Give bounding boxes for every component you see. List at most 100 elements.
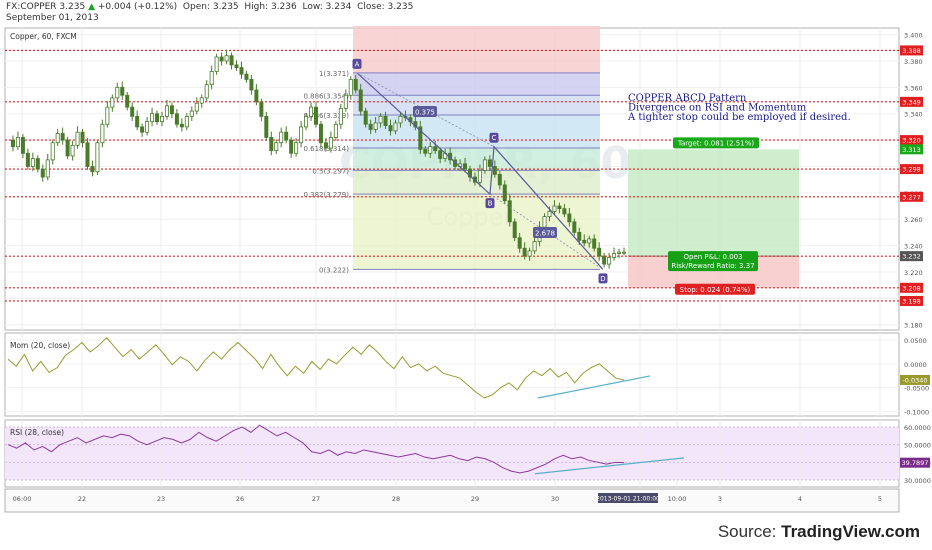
momentum-line [7,337,625,399]
candle-body [125,94,130,108]
candle-body [497,173,502,186]
candle-body [264,115,269,138]
fib-level-label: 0.886(3.354) [303,92,349,100]
candle-body [502,184,507,202]
price-badge [900,45,923,56]
candle-body [85,142,90,167]
stop-label: Stop: 0.024 (0.74%) [680,286,751,294]
candle-body [363,110,368,125]
candle-body [294,142,299,154]
candle-body [274,142,279,152]
candle-body [189,110,194,117]
price-badge-label: 3.208 [902,284,921,292]
candle-body [477,170,482,183]
candle-body [482,159,487,171]
candle-body [592,238,597,249]
candle-body [582,239,587,244]
up-arrow-icon: ▲ [88,2,95,12]
abcd-ratio-line [489,193,604,270]
candle-body [100,123,105,144]
candle-body [150,113,155,123]
candle-body [105,106,110,125]
rsi-y-tick-label: 50.0000 [904,442,931,450]
risk-reward-label: Risk/Reward Ratio: 3.37 [671,262,754,270]
candle-body [368,123,373,130]
x-tick-label: 28 [392,495,400,503]
time-axis [4,488,900,513]
candle-body [487,159,492,167]
price-badge [900,295,923,306]
main-panel-title: Copper, 60, FXCM [10,32,77,41]
candle-body [373,122,378,130]
x-tick-label: 06:00 [13,495,32,503]
candle-body [517,237,522,249]
pnl-badge [668,251,758,272]
rsi-line [7,424,625,474]
fib-band [353,194,600,270]
source-credit[interactable]: Source: TradingView.com [718,522,920,542]
x-tick-label: 23 [157,495,165,503]
candle-body [25,152,30,167]
candle-body [393,122,398,132]
candle-body [169,105,174,115]
rsi-panel-title: RSI (28, close) [10,428,64,437]
candle-body [199,97,204,104]
candle-body [388,125,393,132]
candle-body [383,115,388,126]
candle-body [80,131,85,144]
candle-body [353,79,358,91]
candle-body [602,255,607,265]
candle-body [289,139,294,154]
candle-body [328,137,333,149]
candle-body [110,97,115,108]
candle-body [438,150,443,159]
source-prefix: Source: [717,522,782,541]
abcd-ratio-label: 0.375 [415,109,435,117]
price-badge-label: 3.232 [902,253,921,261]
candle-body [512,221,517,239]
x-tick-label: 10:00 [668,495,687,503]
panel-frame-1 [4,332,900,417]
candle-body [259,101,264,117]
candle-body [279,131,284,144]
y-tick-label: 3.400 [904,32,923,40]
candle-body [527,250,532,257]
fib-level-label: 0.5(3.297) [312,167,349,175]
candle-body [229,55,234,66]
abcd-pattern-line [356,72,604,270]
price-change: +0.004 (+0.12%) [97,2,178,12]
candle-body [50,142,55,161]
x-tick-label: 3 [718,495,722,503]
x-tick-label: 5 [878,495,882,503]
abcd-point-label: C [492,134,497,142]
candle-body [343,94,348,109]
candle-body [204,84,209,99]
candle-body [244,73,249,80]
candle-body [219,56,224,62]
candle-body [15,137,20,148]
x-tick-label: 27 [312,495,320,503]
candle-body [577,232,582,241]
abcd-ratio-badge [533,227,557,238]
price-badge [900,282,923,293]
candle-body [90,166,95,173]
candle-body [617,251,622,254]
candle-body [612,253,617,258]
price-badge [900,135,923,146]
candle-body [607,257,612,265]
candle-body [467,168,472,178]
candle-body [35,158,40,170]
position-profit-zone [628,149,799,257]
x-tick-label: 26 [236,495,244,503]
candle-body [95,142,100,173]
abcd-point-label: B [488,200,493,208]
fib-band [353,72,600,96]
mom-y-tick-label: -0.0500 [904,385,929,393]
candle-body [333,123,338,138]
candle-body [234,64,239,68]
x-tick-label: 29 [471,495,479,503]
candle-body [547,210,552,217]
candle-body [304,115,309,128]
candle-body [70,144,75,157]
